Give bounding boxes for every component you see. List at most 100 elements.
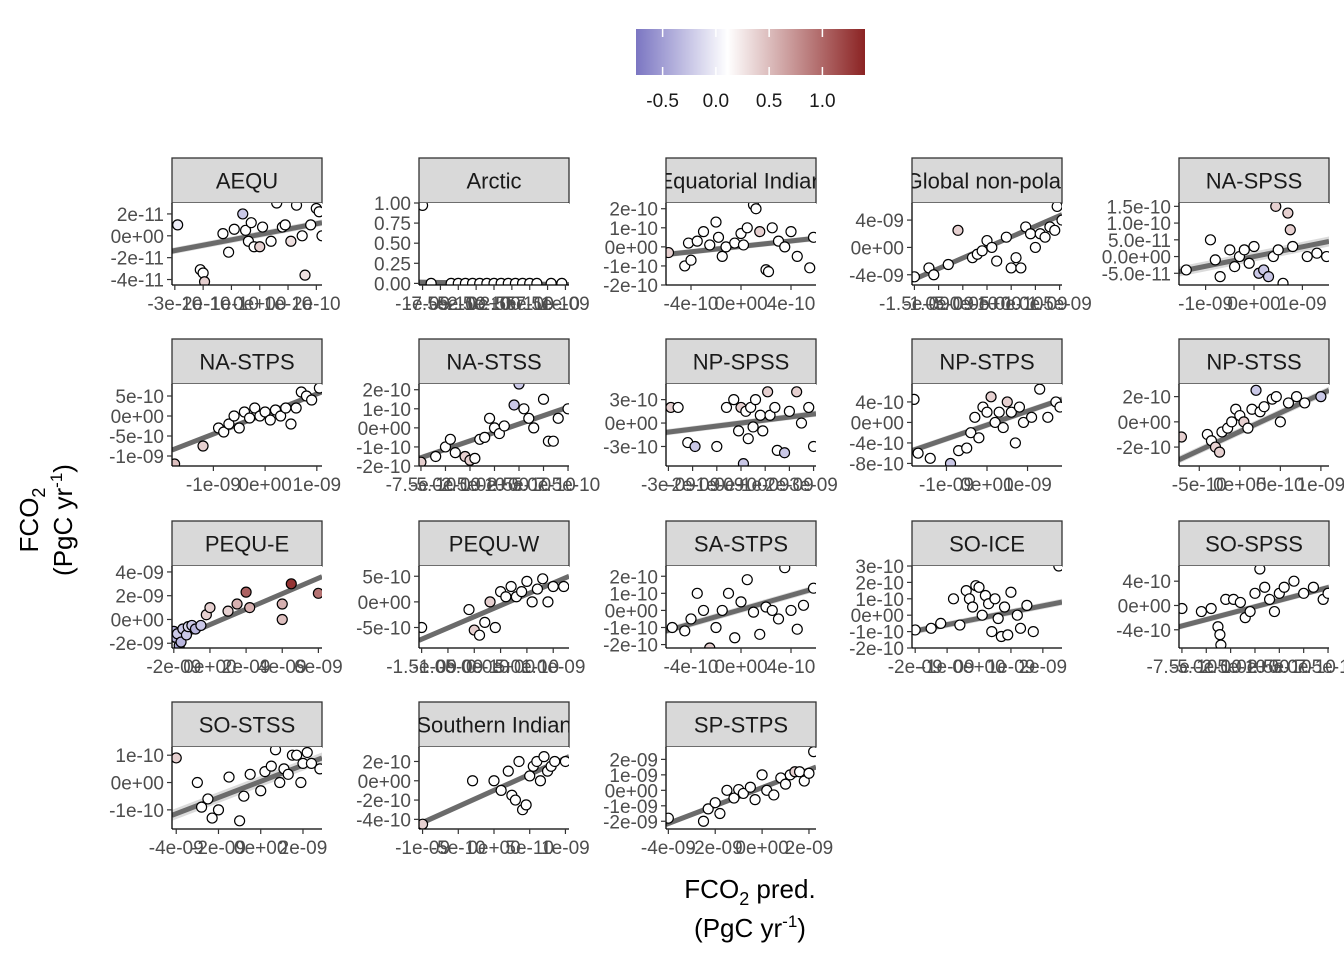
x-tick-label: -2e-09 xyxy=(888,657,943,678)
data-point xyxy=(547,435,559,447)
panel-southern-indian: Southern Indian-4e-10-2e-100e+002e-10-1e… xyxy=(356,701,590,859)
data-point xyxy=(305,757,318,770)
x-tick-label: -1.5e-09 xyxy=(879,294,950,315)
facet-strip xyxy=(665,701,817,748)
y-tick-label: 0e+00 xyxy=(605,414,658,435)
data-point xyxy=(556,277,568,285)
x-axis-title-line2: (PgC yr-1) xyxy=(694,912,806,943)
panel-np-stss: NP-STSS-2e-100e+002e-10-5e-100e+005e-101… xyxy=(1116,338,1344,496)
data-point xyxy=(785,226,797,238)
data-point xyxy=(1195,605,1208,618)
data-point xyxy=(766,604,778,617)
data-point xyxy=(1215,639,1227,648)
x-tick-label: 2e-09 xyxy=(785,838,834,859)
x-tick-label: -1e-10 xyxy=(204,294,259,315)
x-tick-label: 1.5e-09 xyxy=(1027,294,1091,315)
facet-strip xyxy=(665,338,817,385)
data-point xyxy=(952,224,964,236)
x-tick-label: -1e-09 xyxy=(1178,294,1233,315)
x-tick-label: 0e+00 xyxy=(960,475,1013,496)
data-point xyxy=(466,775,479,787)
data-point xyxy=(1053,566,1062,572)
data-point xyxy=(473,629,486,641)
y-tick-label: -5.0e-11 xyxy=(1102,264,1171,285)
panel-plot-area xyxy=(172,384,322,466)
data-point xyxy=(282,768,294,780)
data-point xyxy=(1272,244,1284,256)
x-tick-label: 1e-09 xyxy=(1003,475,1052,496)
data-point xyxy=(741,222,753,234)
panel-pequ-e: PEQU-E-2e-090e+002e-094e-09-2e-090e+002e… xyxy=(109,520,343,678)
data-point xyxy=(271,203,283,209)
data-point xyxy=(1029,241,1041,254)
x-tick-label: -5e-10 xyxy=(431,294,486,315)
facet-strip-label: PEQU-E xyxy=(205,532,289,557)
data-point xyxy=(198,276,211,285)
data-point xyxy=(685,254,697,266)
panel-plot-area xyxy=(912,384,1062,466)
y-tick-label: -1e-10 xyxy=(603,619,658,640)
y-tick-label: -2e-10 xyxy=(603,636,658,657)
facet-strip-label: SO-STSS xyxy=(199,713,296,738)
data-point xyxy=(967,601,979,613)
y-tick-label: -4e-11 xyxy=(110,271,164,292)
y-tick-label: 5.0e-11 xyxy=(1108,231,1171,252)
data-point xyxy=(928,269,940,281)
facet-strip xyxy=(1178,338,1330,385)
data-point xyxy=(912,447,924,459)
facet-strip xyxy=(911,338,1063,385)
data-point xyxy=(172,458,181,466)
data-point xyxy=(735,596,747,608)
data-point xyxy=(754,628,766,640)
facet-strip xyxy=(171,157,323,204)
x-tick-label: -4e-09 xyxy=(641,838,696,859)
data-point xyxy=(691,235,703,247)
data-point xyxy=(1000,231,1012,243)
panel-na-stps: NA-STPS-1e-09-5e-100e+005e-10-1e-090e+00… xyxy=(109,338,341,496)
data-point xyxy=(295,776,307,789)
data-point xyxy=(779,241,791,253)
y-tick-label: 0e+00 xyxy=(605,601,658,622)
y-tick-label: 4e-09 xyxy=(855,211,904,232)
data-point xyxy=(785,604,797,617)
data-point xyxy=(1224,244,1236,256)
data-point xyxy=(1248,240,1260,253)
x-tick-label: 0e+00 xyxy=(714,475,767,496)
data-point xyxy=(1263,593,1276,606)
data-point xyxy=(479,431,491,443)
data-point xyxy=(239,224,252,236)
data-point xyxy=(1017,416,1030,429)
data-point xyxy=(1258,401,1270,413)
data-point xyxy=(1204,234,1217,246)
data-point xyxy=(1320,250,1329,263)
panel-plot-area xyxy=(1179,566,1329,648)
x-tick-label: -4e-10 xyxy=(664,294,719,315)
y-tick-label: 1.0e-10 xyxy=(1107,214,1171,235)
data-point xyxy=(1229,260,1241,273)
x-tick-label: 5e-10 xyxy=(505,294,554,315)
data-point xyxy=(1021,599,1033,611)
data-point xyxy=(762,386,774,398)
panel-global-non-polar: Global non-polar -4e-09 0e+00 4e-09 -1.5e-09… xyxy=(849,157,1092,315)
facet-strip-label: NA-SPSS xyxy=(1206,169,1303,194)
data-point xyxy=(1282,397,1295,409)
data-point xyxy=(697,604,710,617)
data-point xyxy=(306,394,318,406)
data-point xyxy=(534,775,547,787)
facet-panels: AEQU-4e-11-2e-110e+002e-11-3e-10-2e-10-1… xyxy=(109,157,1344,859)
y-tick-label: 5e-10 xyxy=(362,567,411,588)
panel-pequ-w: PEQU-W -5e-10 0e+00 5e-10 -1.5e-09-1.0e-09-5… xyxy=(356,520,585,678)
data-point xyxy=(808,747,816,758)
panel-plot-area xyxy=(172,574,322,648)
data-point xyxy=(976,609,988,621)
x-tick-label: 0e+00 xyxy=(952,657,1005,678)
panel-equatorial-indian: Equatorial Indian-2e-10-1e-100e+001e-102… xyxy=(603,157,817,315)
data-point xyxy=(954,619,966,631)
data-point xyxy=(741,574,753,586)
data-point xyxy=(1244,605,1256,618)
data-point xyxy=(425,277,437,285)
x-tick-label: -2e-09 xyxy=(688,838,743,859)
data-point xyxy=(992,612,1004,625)
data-point xyxy=(223,418,235,430)
data-point xyxy=(495,784,507,797)
